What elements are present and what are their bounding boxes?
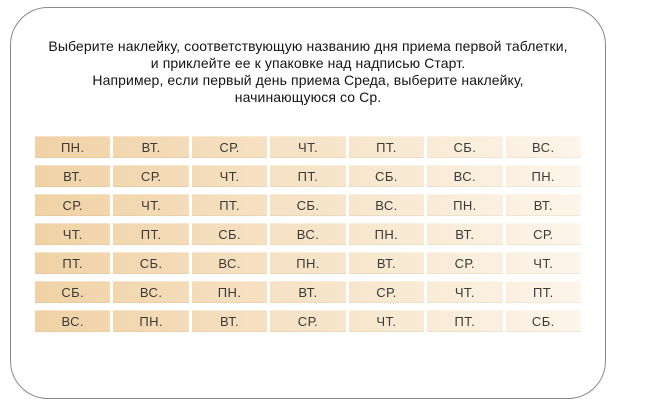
day-sticker-cell: ВТ. bbox=[113, 136, 189, 158]
day-sticker-cell: ВС. bbox=[270, 223, 346, 245]
instruction-line: начинающуюся со Ср. bbox=[234, 89, 382, 105]
day-sticker-cell: СР. bbox=[35, 194, 111, 216]
day-sticker-cell: ЧТ. bbox=[270, 136, 346, 158]
day-sticker-cell: ЧТ. bbox=[35, 223, 111, 245]
day-sticker-cell: СР. bbox=[505, 223, 581, 245]
day-sticker-cell: ВТ. bbox=[427, 223, 503, 245]
day-sticker-cell: ЧТ. bbox=[427, 281, 503, 303]
instruction-line: Выберите наклейку, соответствующую назва… bbox=[48, 38, 568, 54]
day-sticker-cell: ВТ. bbox=[191, 310, 268, 332]
day-sticker-cell: ЧТ. bbox=[113, 194, 189, 216]
day-sticker-cell: ВС. bbox=[35, 310, 111, 332]
day-sticker-cell: ПН. bbox=[35, 136, 111, 158]
day-sticker-cell: ПН. bbox=[348, 223, 425, 245]
day-sticker-cell: ВТ. bbox=[270, 281, 346, 303]
day-sticker-cell: ВС. bbox=[348, 194, 425, 216]
day-sticker-cell: ПТ. bbox=[505, 281, 581, 303]
day-sticker-cell: ПТ. bbox=[348, 136, 425, 158]
day-sticker-cell: СБ. bbox=[505, 310, 581, 332]
day-sticker-cell: ВТ. bbox=[35, 165, 111, 187]
day-sticker-cell: СБ. bbox=[113, 252, 189, 274]
day-sticker-cell: ПН. bbox=[113, 310, 189, 332]
day-sticker-cell: ПТ. bbox=[191, 194, 268, 216]
instruction-line: Например, если первый день приема Среда,… bbox=[92, 72, 524, 88]
day-sticker-cell: ПН. bbox=[427, 194, 503, 216]
day-sticker-cell: СБ. bbox=[270, 194, 346, 216]
day-sticker-cell: СР. bbox=[348, 281, 425, 303]
day-sticker-cell: СБ. bbox=[35, 281, 111, 303]
day-sticker-cell: ВТ. bbox=[348, 252, 425, 274]
day-sticker-cell: ПН. bbox=[270, 252, 346, 274]
day-sticker-cell: ПТ. bbox=[270, 165, 346, 187]
day-sticker-cell: ЧТ. bbox=[348, 310, 425, 332]
leaflet-card: Выберите наклейку, соответствующую назва… bbox=[10, 7, 606, 399]
day-sticker-cell: СР. bbox=[113, 165, 189, 187]
day-sticker-cell: ВС. bbox=[113, 281, 189, 303]
day-sticker-cell: СР. bbox=[427, 252, 503, 274]
day-sticker-cell: ПН. bbox=[191, 281, 268, 303]
instruction-line: и приклейте ее к упаковке над надписью С… bbox=[150, 55, 466, 71]
day-sticker-cell: СР. bbox=[191, 136, 268, 158]
day-sticker-cell: ПТ. bbox=[113, 223, 189, 245]
day-sticker-cell: ПН. bbox=[505, 165, 581, 187]
day-sticker-cell: ВТ. bbox=[505, 194, 581, 216]
day-sticker-cell: СР. bbox=[270, 310, 346, 332]
day-sticker-cell: ЧТ. bbox=[191, 165, 268, 187]
instruction-text: Выберите наклейку, соответствующую назва… bbox=[11, 38, 605, 106]
day-sticker-cell: СБ. bbox=[427, 136, 503, 158]
day-sticker-cell: ВС. bbox=[505, 136, 581, 158]
day-sticker-cell: СБ. bbox=[348, 165, 425, 187]
day-sticker-cell: СБ. bbox=[191, 223, 268, 245]
day-sticker-cell: ВС. bbox=[191, 252, 268, 274]
sticker-table: ПН. ВТ. СР. ЧТ. ПТ. СБ. ВС. ВТ. СР. ЧТ. ПТ. СБ. ВС. П… bbox=[35, 136, 581, 332]
day-sticker-cell: ВС. bbox=[427, 165, 503, 187]
day-sticker-cell: ЧТ. bbox=[505, 252, 581, 274]
day-sticker-cell: ПТ. bbox=[427, 310, 503, 332]
day-sticker-cell: ПТ. bbox=[35, 252, 111, 274]
